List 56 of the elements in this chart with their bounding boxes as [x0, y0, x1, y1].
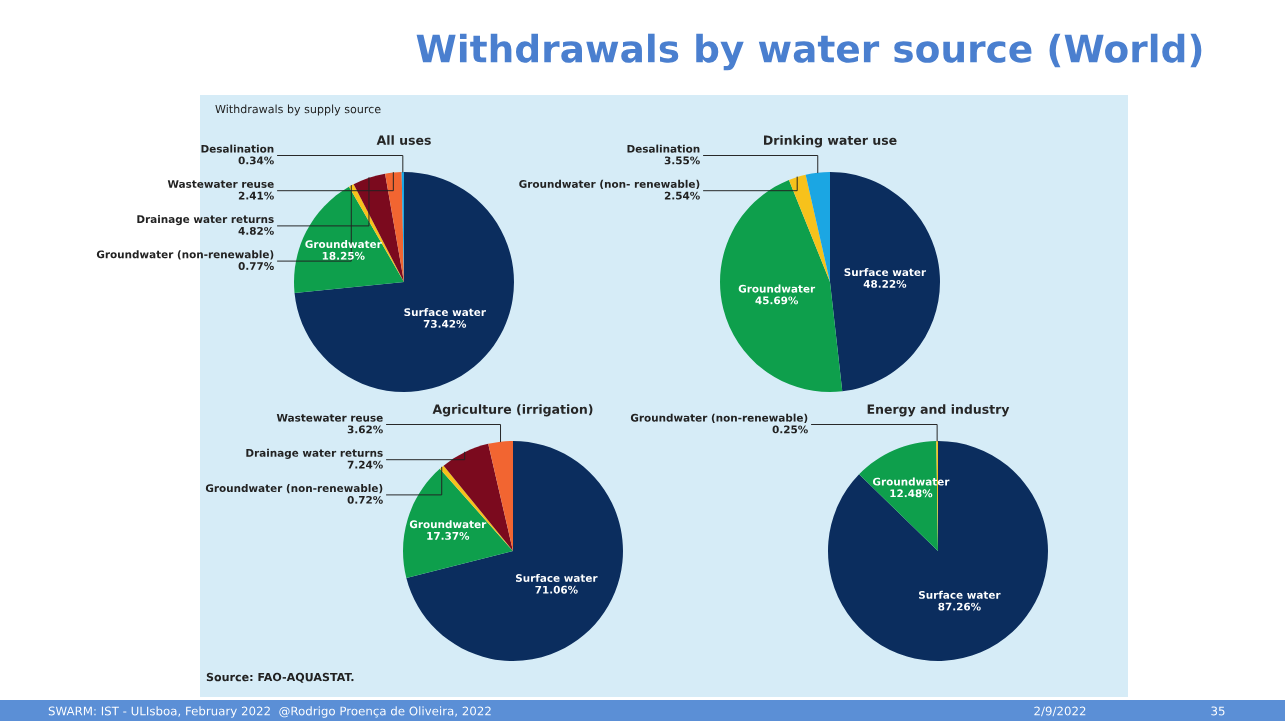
data-label: 45.69%: [755, 296, 799, 305]
data-label: 3.55%: [664, 156, 700, 165]
data-label: 0.34%: [238, 156, 274, 165]
slice-label: Wastewater reuse: [276, 413, 383, 422]
pie-slice: [830, 172, 940, 392]
chart-title: All uses: [376, 135, 431, 145]
text: Withdrawals by water source (World): [416, 33, 1202, 71]
text: 35: [1211, 706, 1225, 716]
pie-slice: [488, 441, 513, 551]
slice-label: Drainage water returns: [246, 448, 383, 459]
slice-label: Groundwater: [305, 240, 382, 249]
data-label: 2.54%: [664, 191, 700, 200]
slice-label: Groundwater: [738, 284, 816, 293]
slice-label: Desalination: [627, 144, 700, 153]
slice-label: Groundwater: [409, 520, 487, 529]
data-label: 48.22%: [863, 279, 907, 288]
slice-label: Surface water: [404, 308, 486, 317]
data-label: 17.37%: [427, 531, 470, 540]
data-label: 7.24%: [347, 460, 383, 469]
pie-slice: [720, 179, 843, 392]
slice-label: Surface water: [844, 268, 927, 277]
pie-slice: [294, 186, 404, 293]
slice-label: Groundwater (non-renewable): [205, 484, 383, 494]
pie-slice: [828, 441, 1048, 661]
text: 2/9/2022: [1034, 706, 1086, 717]
slice-label: Wastewater reuse: [167, 180, 274, 188]
data-label: 18.25%: [322, 251, 365, 260]
slice-label: Groundwater (non- renewable): [519, 179, 700, 190]
pie-slice: [294, 172, 514, 392]
text: Withdrawals by supply source: [215, 104, 381, 116]
data-label: 0.25%: [772, 425, 808, 434]
data-label: 12.48%: [890, 489, 933, 498]
pie-slice: [805, 172, 830, 282]
slice-label: Drainage water returns: [137, 214, 274, 226]
slice-label: Surface water: [515, 573, 598, 582]
pie-slice: [385, 172, 404, 282]
pie-slice: [406, 441, 623, 661]
data-label: 0.72%: [347, 495, 383, 504]
data-label: 0.77%: [238, 262, 274, 270]
slice-label: Groundwater (non-renewable): [630, 413, 808, 423]
text: SWARM: IST - ULIsboa, February 2022 @Rodrigo Proença de Oliveira, 2022: [48, 706, 491, 718]
data-label: 2.41%: [238, 191, 274, 200]
chart-title: Agriculture (irrigation): [432, 404, 593, 417]
chart-title: Drinking water use: [764, 135, 897, 148]
source-note: Source: FAO-AQUASTAT.: [206, 672, 354, 683]
slice-label: Surface water: [919, 590, 1001, 599]
data-label: 4.82%: [238, 226, 274, 235]
chart-title: Energy and industry: [867, 404, 1010, 417]
pie-slice: [788, 174, 830, 282]
data-label: 3.62%: [347, 425, 383, 434]
slice-label: Desalination: [201, 144, 274, 153]
data-label: 71.06%: [535, 585, 578, 594]
slice-label: Groundwater (non-renewable): [96, 250, 274, 260]
data-label: 87.26%: [938, 602, 981, 611]
data-label: 73.42%: [423, 319, 467, 328]
pie-slice: [403, 468, 513, 578]
